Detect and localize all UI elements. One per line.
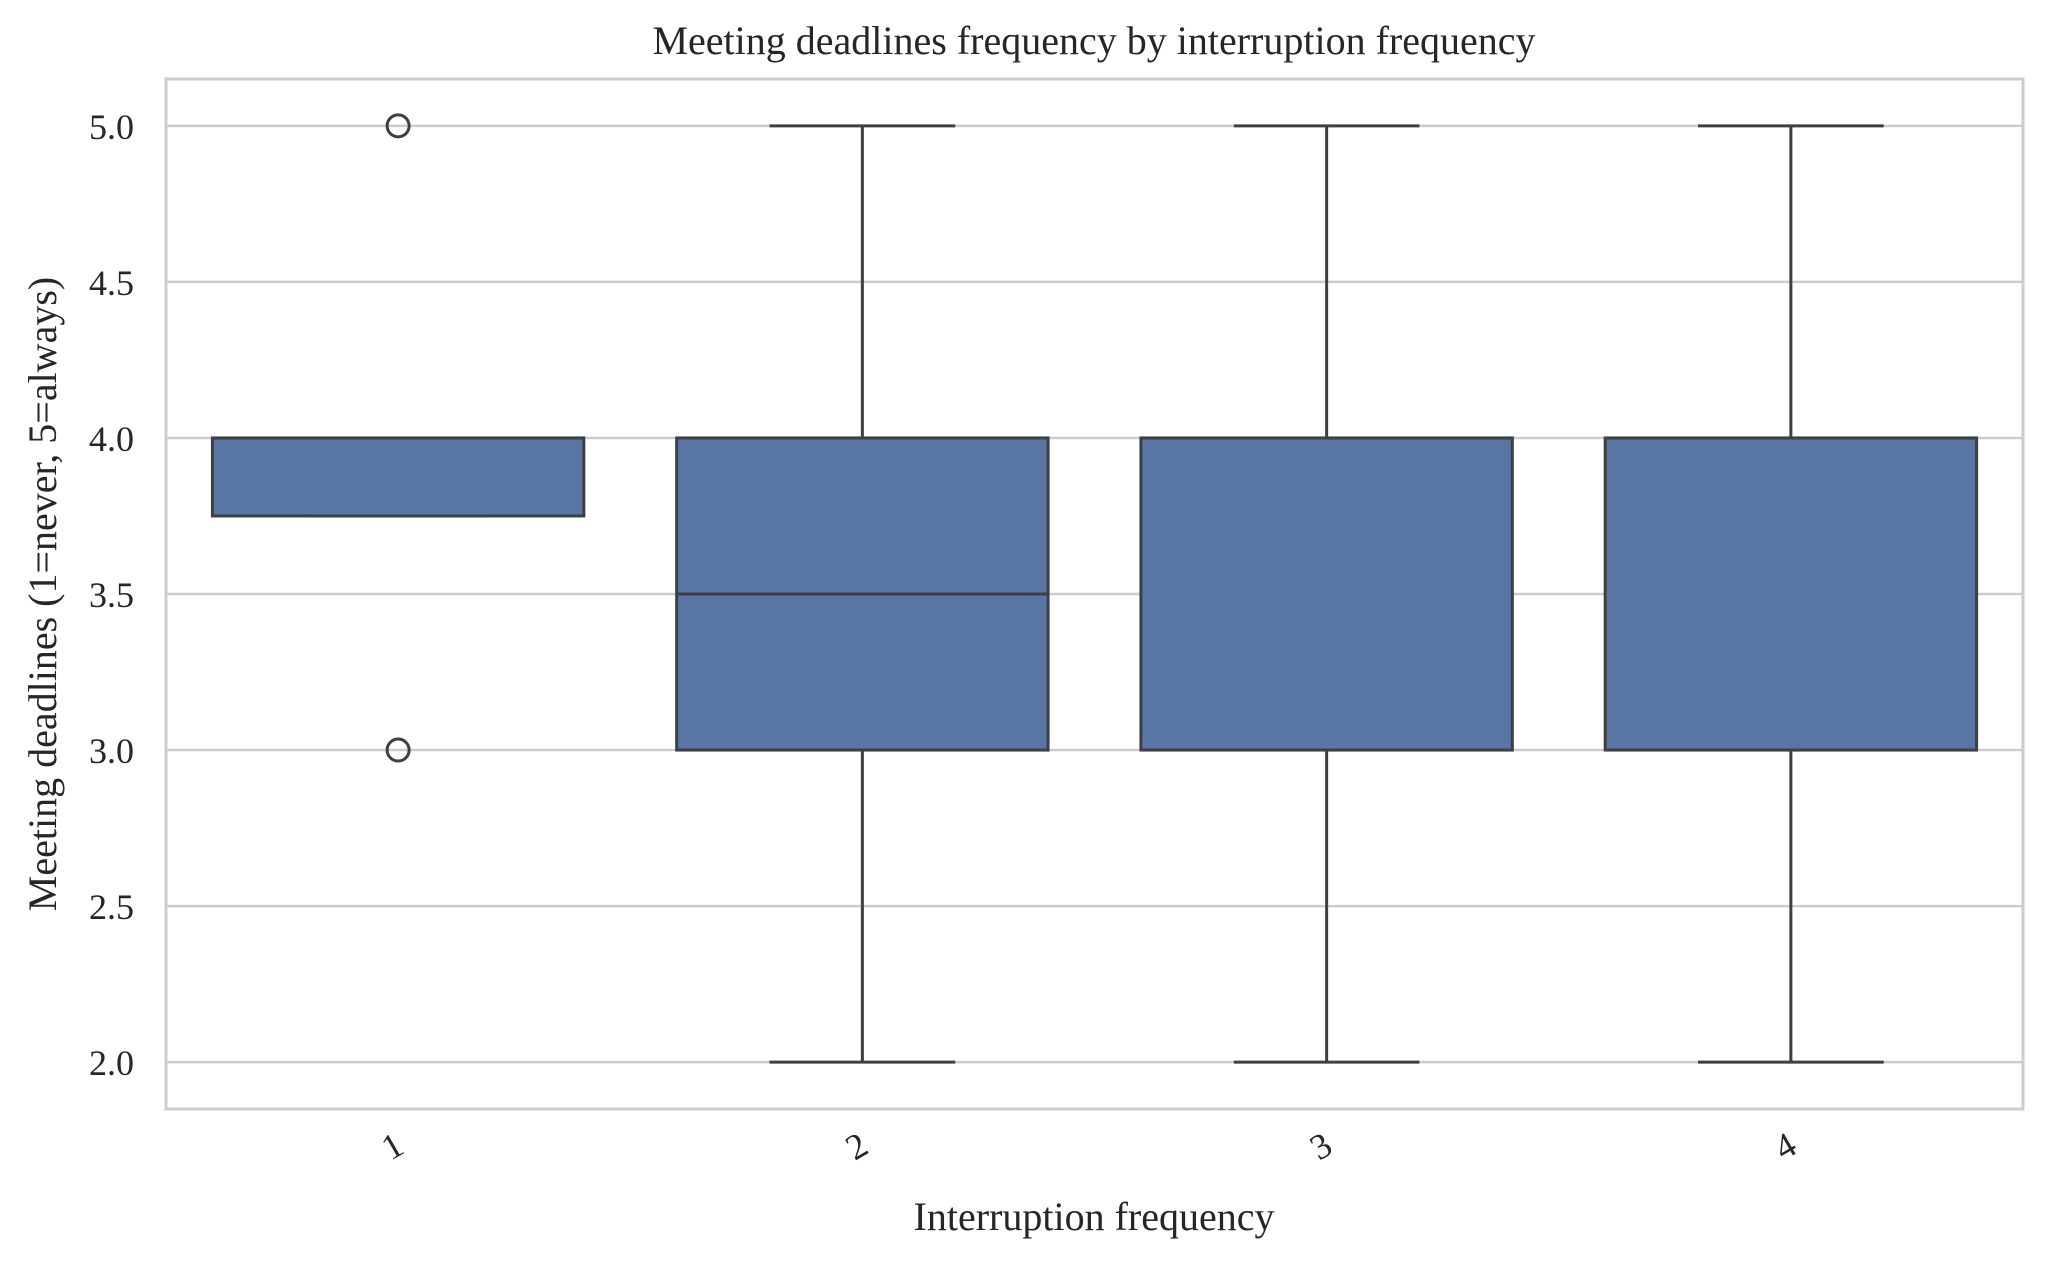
y-tick-label: 3.0	[89, 731, 134, 771]
y-axis-label: Meeting deadlines (1=never, 5=always)	[20, 277, 65, 911]
iqr-box	[1603, 436, 1979, 752]
outlier-point	[385, 737, 411, 763]
y-tick-label: 2.5	[89, 887, 134, 927]
iqr-box	[210, 436, 586, 518]
plot-frame	[164, 77, 2025, 1111]
chart-title: Meeting deadlines frequency by interrupt…	[652, 18, 1535, 63]
y-tick-label: 4.5	[89, 263, 134, 303]
y-tick-label: 4.0	[89, 419, 134, 459]
y-tick-label: 3.5	[89, 575, 134, 615]
box-2	[675, 124, 1050, 1064]
y-tick-labels: 2.0 2.5 3.0 3.5 4.0 4.5 5.0	[89, 107, 134, 1083]
box-3	[1139, 124, 1514, 1064]
y-tick-label: 2.0	[89, 1043, 134, 1083]
y-tick-label: 5.0	[89, 107, 134, 147]
x-axis-label: Interruption frequency	[914, 1194, 1275, 1239]
iqr-box	[1139, 436, 1514, 752]
outlier-point	[385, 113, 411, 139]
box-4	[1603, 124, 1979, 1064]
box-1	[210, 113, 586, 763]
box-group	[210, 113, 1979, 1064]
